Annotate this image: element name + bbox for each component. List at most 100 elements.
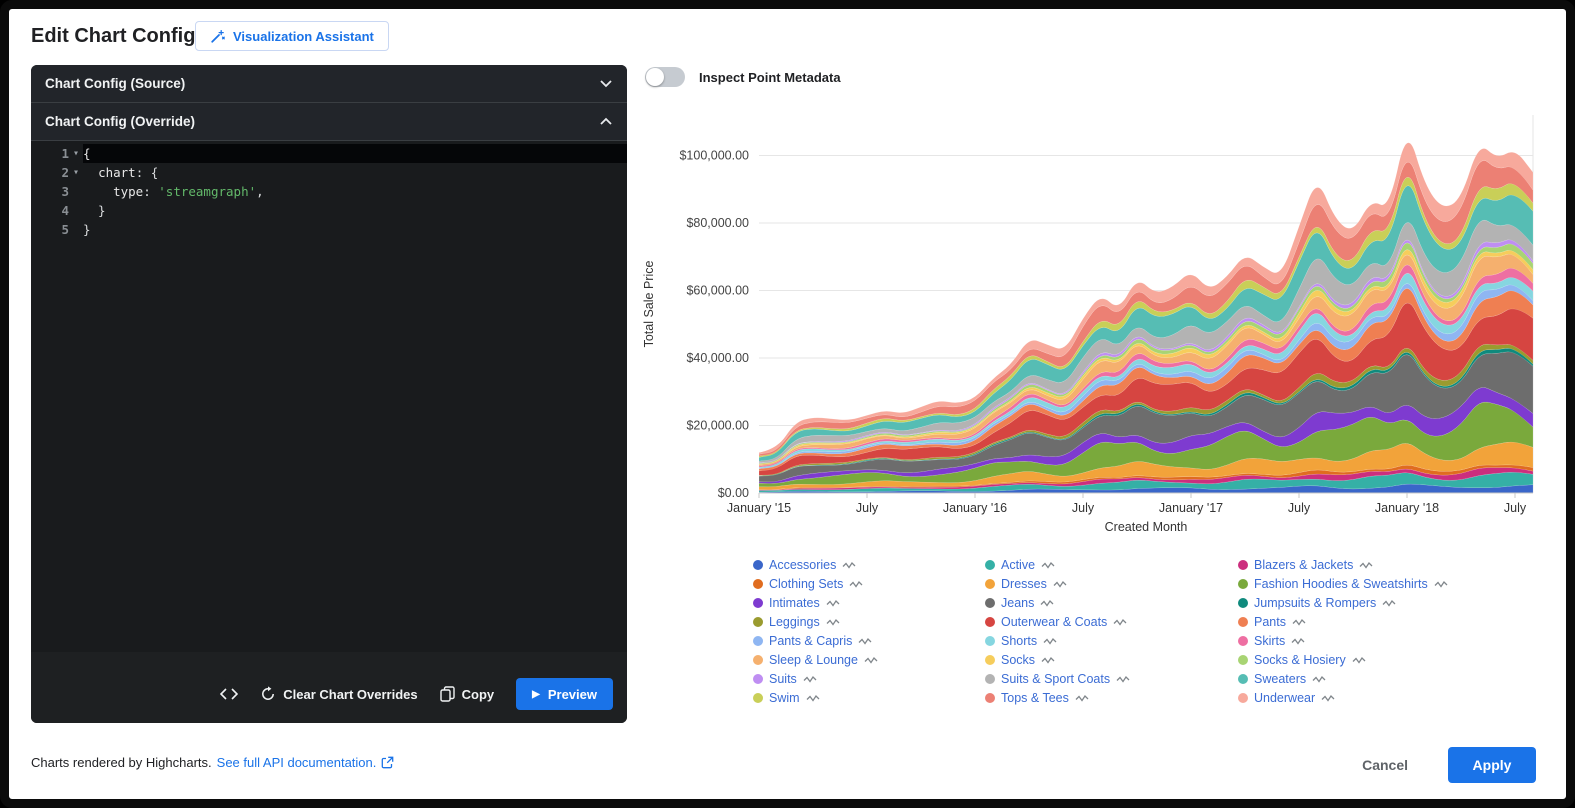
inspect-toggle-row: Inspect Point Metadata — [645, 67, 841, 87]
clear-overrides-label: Clear Chart Overrides — [283, 686, 418, 702]
clear-chart-overrides-button[interactable]: Clear Chart Overrides — [260, 686, 418, 702]
line-number: 4 — [31, 201, 83, 220]
line-number: 3 — [31, 182, 83, 201]
legend-item[interactable]: Fashion Hoodies & Sweatshirts — [1238, 576, 1543, 592]
legend-item[interactable]: Socks & Hosiery — [1238, 652, 1543, 668]
legend-item[interactable]: Sleep & Lounge — [753, 652, 985, 668]
line-number: 5 — [31, 220, 83, 239]
source-section-header[interactable]: Chart Config (Source) — [31, 65, 627, 103]
override-section-header[interactable]: Chart Config (Override) — [31, 103, 627, 141]
y-axis-title: Total Sale Price — [642, 261, 656, 348]
sparkline-icon — [1040, 599, 1054, 607]
page-title: Edit Chart Config — [31, 25, 196, 47]
sparkline-icon — [864, 656, 878, 664]
legend-item[interactable]: Skirts — [1238, 633, 1543, 649]
legend-label: Intimates — [769, 596, 820, 610]
legend-item[interactable]: Tops & Tees — [985, 690, 1238, 706]
inspect-point-metadata-toggle[interactable] — [645, 67, 685, 87]
x-tick-label: July — [1504, 501, 1527, 515]
legend-color-dot — [753, 693, 763, 703]
x-tick-label: January '18 — [1375, 501, 1439, 515]
legend-item[interactable]: Pants — [1238, 614, 1543, 630]
magic-wand-icon — [211, 29, 225, 43]
legend-item[interactable]: Socks — [985, 652, 1238, 668]
legend-item[interactable]: Dresses — [985, 576, 1238, 592]
legend-label: Active — [1001, 558, 1036, 572]
y-tick-label: $20,000.00 — [686, 419, 749, 433]
legend-item[interactable]: Shorts — [985, 633, 1238, 649]
legend-color-dot — [1238, 636, 1248, 646]
area-series[interactable]: Underwear — [758, 142, 1534, 455]
legend-color-dot — [985, 693, 995, 703]
toggle-knob — [646, 68, 664, 86]
legend-label: Outerwear & Coats — [1001, 615, 1108, 629]
y-tick-label: $60,000.00 — [686, 284, 749, 298]
x-tick-label: January '15 — [727, 501, 791, 515]
legend-label: Pants & Capris — [769, 634, 853, 648]
legend-label: Pants — [1254, 615, 1286, 629]
x-tick-label: July — [1072, 501, 1095, 515]
legend-color-dot — [1238, 655, 1248, 665]
sparkline-icon — [1382, 599, 1396, 607]
legend-item[interactable]: Suits — [753, 671, 985, 687]
external-link-icon — [382, 756, 394, 769]
sparkline-icon — [1352, 656, 1366, 664]
legend-color-dot — [985, 617, 995, 627]
legend-label: Jeans — [1001, 596, 1035, 610]
sparkline-icon — [1041, 561, 1055, 569]
legend-item[interactable]: Active — [985, 557, 1238, 573]
legend-label: Fashion Hoodies & Sweatshirts — [1254, 577, 1428, 591]
legend-item[interactable]: Leggings — [753, 614, 985, 630]
preview-button[interactable]: ▶ Preview — [516, 678, 613, 710]
api-documentation-link[interactable]: See full API documentation. — [216, 755, 377, 770]
legend-color-dot — [753, 636, 763, 646]
visualization-assistant-button[interactable]: Visualization Assistant — [195, 21, 389, 51]
legend-label: Socks & Hosiery — [1254, 653, 1346, 667]
legend-color-dot — [753, 560, 763, 570]
legend-color-dot — [985, 579, 995, 589]
highcharts-credit: Charts rendered by Highcharts. See full … — [31, 755, 394, 770]
assistant-button-label: Visualization Assistant — [233, 28, 374, 44]
legend-label: Jumpsuits & Rompers — [1254, 596, 1377, 610]
legend-label: Sleep & Lounge — [769, 653, 858, 667]
legend-label: Accessories — [769, 558, 837, 572]
legend-item[interactable]: Accessories — [753, 557, 985, 573]
sparkline-icon — [1053, 580, 1067, 588]
legend-color-dot — [1238, 617, 1248, 627]
copy-icon — [439, 686, 455, 702]
y-tick-label: $0.00 — [718, 486, 749, 500]
format-code-button[interactable] — [220, 688, 239, 700]
legend-label: Suits & Sport Coats — [1001, 672, 1111, 686]
code-line: 3 type: 'streamgraph', — [31, 182, 627, 201]
chart-legend: Accessories Active Blazers & Jackets Clothi… — [753, 557, 1543, 706]
x-tick-label: January '16 — [943, 501, 1007, 515]
sparkline-icon — [1292, 618, 1306, 626]
sparkline-icon — [849, 580, 863, 588]
legend-item[interactable]: Swim — [753, 690, 985, 706]
legend-item[interactable]: Intimates — [753, 595, 985, 611]
legend-color-dot — [985, 598, 995, 608]
legend-item[interactable]: Sweaters — [1238, 671, 1543, 687]
cancel-button[interactable]: Cancel — [1356, 756, 1414, 774]
copy-label: Copy — [461, 686, 495, 702]
legend-item[interactable]: Outerwear & Coats — [985, 614, 1238, 630]
legend-label: Swim — [769, 691, 800, 705]
copy-button[interactable]: Copy — [439, 686, 495, 702]
legend-color-dot — [985, 674, 995, 684]
legend-item[interactable]: Clothing Sets — [753, 576, 985, 592]
apply-button[interactable]: Apply — [1448, 747, 1536, 783]
legend-item[interactable]: Jumpsuits & Rompers — [1238, 595, 1543, 611]
legend-label: Leggings — [769, 615, 820, 629]
legend-item[interactable]: Suits & Sport Coats — [985, 671, 1238, 687]
legend-color-dot — [753, 598, 763, 608]
config-code-editor[interactable]: 1 ▾{2 ▾ chart: {3 type: 'streamgraph', 4 } 5… — [31, 141, 627, 652]
legend-item[interactable]: Underwear — [1238, 690, 1543, 706]
legend-item[interactable]: Blazers & Jackets — [1238, 557, 1543, 573]
legend-color-dot — [1238, 674, 1248, 684]
legend-item[interactable]: Jeans — [985, 595, 1238, 611]
sparkline-icon — [826, 618, 840, 626]
legend-item[interactable]: Pants & Capris — [753, 633, 985, 649]
legend-label: Suits — [769, 672, 797, 686]
